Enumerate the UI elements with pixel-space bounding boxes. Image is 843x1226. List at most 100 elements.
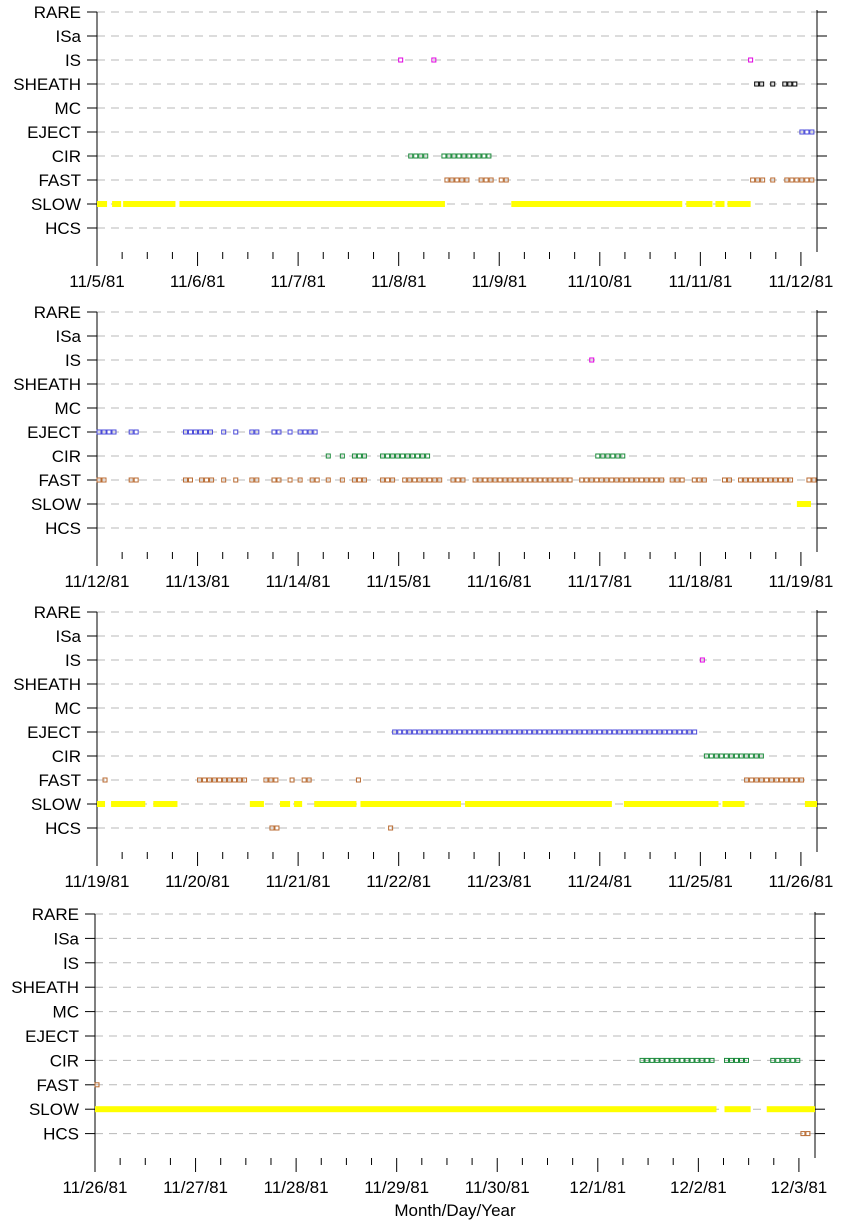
data-point: [128, 429, 134, 435]
data-point: [779, 777, 785, 783]
x-tick-label: 11/12/81: [768, 272, 833, 291]
data-point: [605, 453, 611, 459]
data-point: [654, 477, 660, 483]
data-point: [221, 429, 227, 435]
data-point: [182, 429, 188, 435]
data-point: [804, 129, 810, 135]
data-point: [242, 777, 248, 783]
y-tick-label-eject: EJECT: [27, 723, 81, 742]
sheath-segment: [770, 81, 776, 87]
fast-segment: [301, 777, 312, 783]
data-point: [287, 429, 293, 435]
y-tick-label-mc: MC: [55, 699, 81, 718]
data-point: [477, 477, 483, 483]
data-point: [774, 777, 780, 783]
eject-segment: [96, 429, 117, 435]
data-point: [614, 477, 620, 483]
data-point: [339, 477, 345, 483]
data-point: [455, 477, 461, 483]
eject-segment: [392, 729, 698, 735]
data-point: [795, 1057, 801, 1063]
data-point: [297, 477, 303, 483]
data-point: [572, 729, 578, 735]
x-tick-label: 11/5/81: [69, 272, 124, 291]
data-point: [639, 1057, 645, 1063]
data-point: [457, 729, 463, 735]
data-point: [482, 729, 488, 735]
x-tick-label: 11/28/81: [264, 1178, 329, 1197]
cir-segment: [408, 153, 429, 159]
data-point: [679, 1057, 685, 1063]
data-point: [649, 1057, 655, 1063]
data-point: [775, 1057, 781, 1063]
data-point: [728, 1057, 734, 1063]
data-point: [610, 453, 616, 459]
data-point: [400, 453, 406, 459]
data-point: [249, 429, 255, 435]
data-point: [96, 429, 102, 435]
y-tick-label-rare: RARE: [34, 3, 81, 22]
data-point: [748, 477, 754, 483]
x-tick-label: 11/10/81: [567, 272, 632, 291]
data-point: [669, 477, 675, 483]
data-point: [503, 177, 509, 183]
data-point: [577, 729, 583, 735]
data-point: [624, 477, 630, 483]
data-point: [629, 477, 635, 483]
hcs-segment: [800, 1131, 811, 1137]
data-point: [667, 729, 673, 735]
cir-segment: [723, 1057, 749, 1063]
data-point: [483, 177, 489, 183]
data-point: [809, 129, 815, 135]
data-point: [794, 177, 800, 183]
data-point: [649, 477, 655, 483]
fast-segment: [806, 477, 817, 483]
data-point: [811, 477, 817, 483]
data-point: [537, 729, 543, 735]
data-point: [306, 777, 312, 783]
eject-segment: [297, 429, 318, 435]
data-point: [770, 1057, 776, 1063]
data-point: [417, 729, 423, 735]
x-tick-label: 11/11/81: [669, 272, 733, 291]
data-point: [738, 477, 744, 483]
data-point: [738, 1057, 744, 1063]
data-point: [788, 477, 794, 483]
y-tick-label-cir: CIR: [52, 747, 81, 766]
data-point: [552, 477, 558, 483]
data-point: [380, 477, 386, 483]
slow-segment: [804, 801, 817, 807]
fast-segment: [287, 477, 293, 483]
y-tick-label-is: IS: [63, 954, 79, 973]
data-point: [753, 753, 759, 759]
x-tick-label: 12/2/81: [670, 1178, 727, 1197]
y-tick-label-slow: SLOW: [29, 1100, 79, 1119]
data-point: [612, 729, 618, 735]
data-point: [447, 729, 453, 735]
y-tick-label-sheath: SHEATH: [11, 978, 79, 997]
data-point: [764, 777, 770, 783]
y-tick-label-cir: CIR: [52, 147, 81, 166]
data-point: [644, 1057, 650, 1063]
data-point: [527, 477, 533, 483]
data-point: [773, 477, 779, 483]
y-tick-label-fast: FAST: [38, 471, 81, 490]
data-point: [599, 477, 605, 483]
data-point: [207, 429, 213, 435]
data-point: [412, 729, 418, 735]
data-point: [748, 57, 754, 63]
data-point: [444, 177, 450, 183]
x-tick-label: 11/8/81: [371, 272, 426, 291]
data-point: [699, 657, 705, 663]
data-point: [427, 729, 433, 735]
data-point: [597, 729, 603, 735]
data-point: [552, 729, 558, 735]
data-point: [385, 453, 391, 459]
data-point: [557, 477, 563, 483]
y-tick-label-fast: FAST: [36, 1076, 79, 1095]
data-point: [269, 825, 275, 831]
x-tick-label: 11/14/81: [266, 572, 331, 591]
data-point: [271, 429, 277, 435]
data-point: [664, 1057, 670, 1063]
